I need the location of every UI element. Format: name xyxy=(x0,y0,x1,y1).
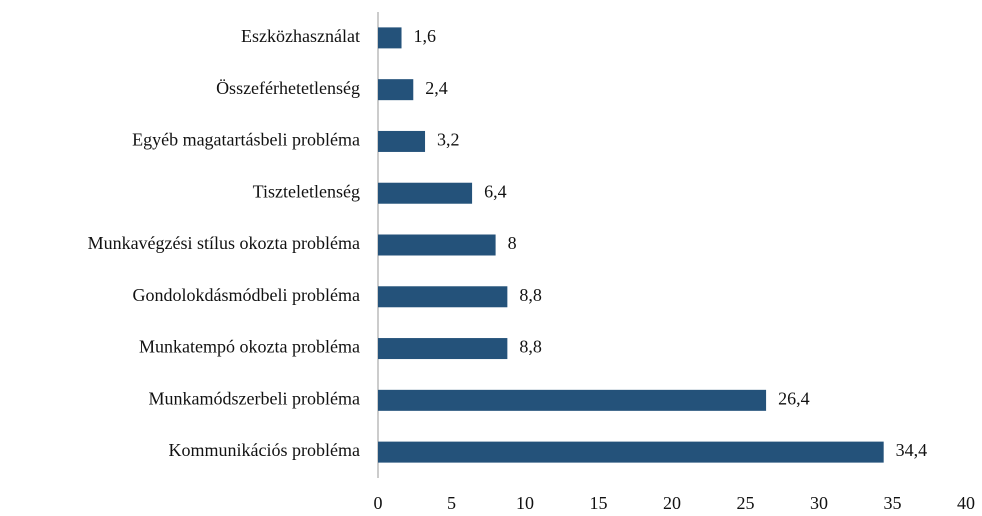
x-tick-label: 35 xyxy=(884,493,902,513)
x-tick-label: 40 xyxy=(957,493,975,513)
bar xyxy=(378,27,402,49)
bar xyxy=(378,182,473,204)
x-tick-label: 0 xyxy=(374,493,383,513)
value-label: 26,4 xyxy=(778,388,810,408)
bar xyxy=(378,286,508,308)
value-label: 8 xyxy=(508,233,517,253)
y-tick-label: Munkavégzési stílus okozta probléma xyxy=(88,233,360,253)
x-tick-label: 15 xyxy=(590,493,608,513)
y-tick-label: Munkatempó okozta probléma xyxy=(139,337,360,357)
y-tick-label: Gondolokdásmódbeli probléma xyxy=(133,285,360,305)
bar xyxy=(378,389,767,411)
x-tick-label: 10 xyxy=(516,493,534,513)
value-label: 34,4 xyxy=(896,440,928,460)
y-tick-label: Munkamódszerbeli probléma xyxy=(149,388,360,408)
x-tick-label: 25 xyxy=(737,493,755,513)
y-tick-label: Tiszteletlenség xyxy=(253,181,360,201)
y-tick-label: Kommunikációs probléma xyxy=(169,440,360,460)
x-tick-label: 5 xyxy=(447,493,456,513)
value-label: 3,2 xyxy=(437,130,460,150)
bar xyxy=(378,234,496,256)
x-tick-label: 20 xyxy=(663,493,681,513)
value-label: 8,8 xyxy=(519,337,542,357)
value-label: 1,6 xyxy=(414,26,437,46)
value-label: 8,8 xyxy=(519,285,542,305)
bar xyxy=(378,130,426,152)
bar xyxy=(378,79,414,101)
x-tick-label: 30 xyxy=(810,493,828,513)
bar xyxy=(378,338,508,360)
bar xyxy=(378,441,884,463)
y-tick-label: Összeférhetetlenség xyxy=(216,78,360,98)
value-label: 6,4 xyxy=(484,181,507,201)
value-label: 2,4 xyxy=(425,78,448,98)
y-tick-label: Eszközhasználat xyxy=(241,26,360,46)
y-tick-label: Egyéb magatartásbeli probléma xyxy=(132,130,360,150)
